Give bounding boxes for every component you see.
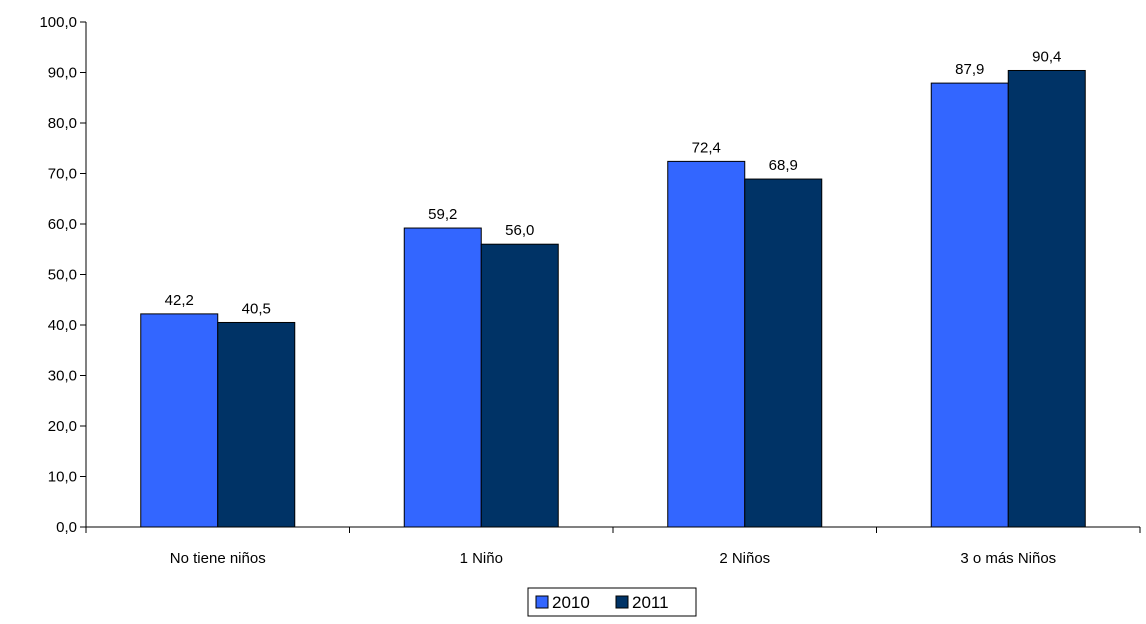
data-label: 40,5 (242, 300, 271, 317)
data-labels: 42,2 59,2 72,4 87,9 40,5 56,0 68,9 90,4 (165, 48, 1062, 317)
x-axis: No tiene niños 1 Niño 2 Niños 3 o más Niños (85, 526, 1141, 567)
bars (140, 69, 1086, 528)
y-tick-label: 60,0 (48, 216, 77, 233)
bar-2010 (667, 160, 746, 528)
y-tick-label: 20,0 (48, 418, 77, 435)
y-tick-label: 80,0 (48, 115, 77, 132)
data-label: 42,2 (165, 292, 194, 309)
x-tick-label: 3 o más Niños (960, 550, 1056, 567)
legend-swatch-2010 (535, 595, 549, 609)
data-label: 56,0 (505, 222, 534, 239)
y-tick-label: 30,0 (48, 368, 77, 385)
data-label: 87,9 (955, 61, 984, 78)
bar-2010 (403, 227, 482, 528)
data-label: 72,4 (692, 139, 721, 156)
bar-2011 (1007, 69, 1086, 528)
data-label: 90,4 (1032, 48, 1061, 65)
legend-label: 2011 (632, 593, 669, 612)
data-label: 68,9 (769, 157, 798, 174)
legend-box (527, 587, 697, 617)
y-tick-label: 100,0 (39, 14, 77, 31)
y-axis: 0,0 10,0 20,0 30,0 40,0 50,0 60,0 70,0 80,0 90,0 1… (39, 14, 87, 536)
bar-2010 (140, 313, 219, 528)
legend-swatch-2011 (615, 595, 629, 609)
legend-label: 2010 (552, 593, 590, 612)
legend: 2010 2011 (527, 587, 697, 617)
bar-2010 (930, 82, 1009, 528)
bar-2011 (480, 243, 559, 528)
bar-2011 (217, 321, 296, 528)
x-tick-label: 2 Niños (719, 550, 770, 567)
y-tick-label: 90,0 (48, 65, 77, 82)
y-tick-label: 50,0 (48, 267, 77, 284)
bar-2011 (744, 178, 823, 528)
x-tick-label: 1 Niño (460, 550, 503, 567)
y-tick-label: 40,0 (48, 317, 77, 334)
y-tick-label: 0,0 (56, 519, 77, 536)
x-tick-label: No tiene niños (170, 550, 266, 567)
y-tick-label: 10,0 (48, 469, 77, 486)
data-label: 59,2 (428, 206, 457, 223)
y-tick-label: 70,0 (48, 166, 77, 183)
